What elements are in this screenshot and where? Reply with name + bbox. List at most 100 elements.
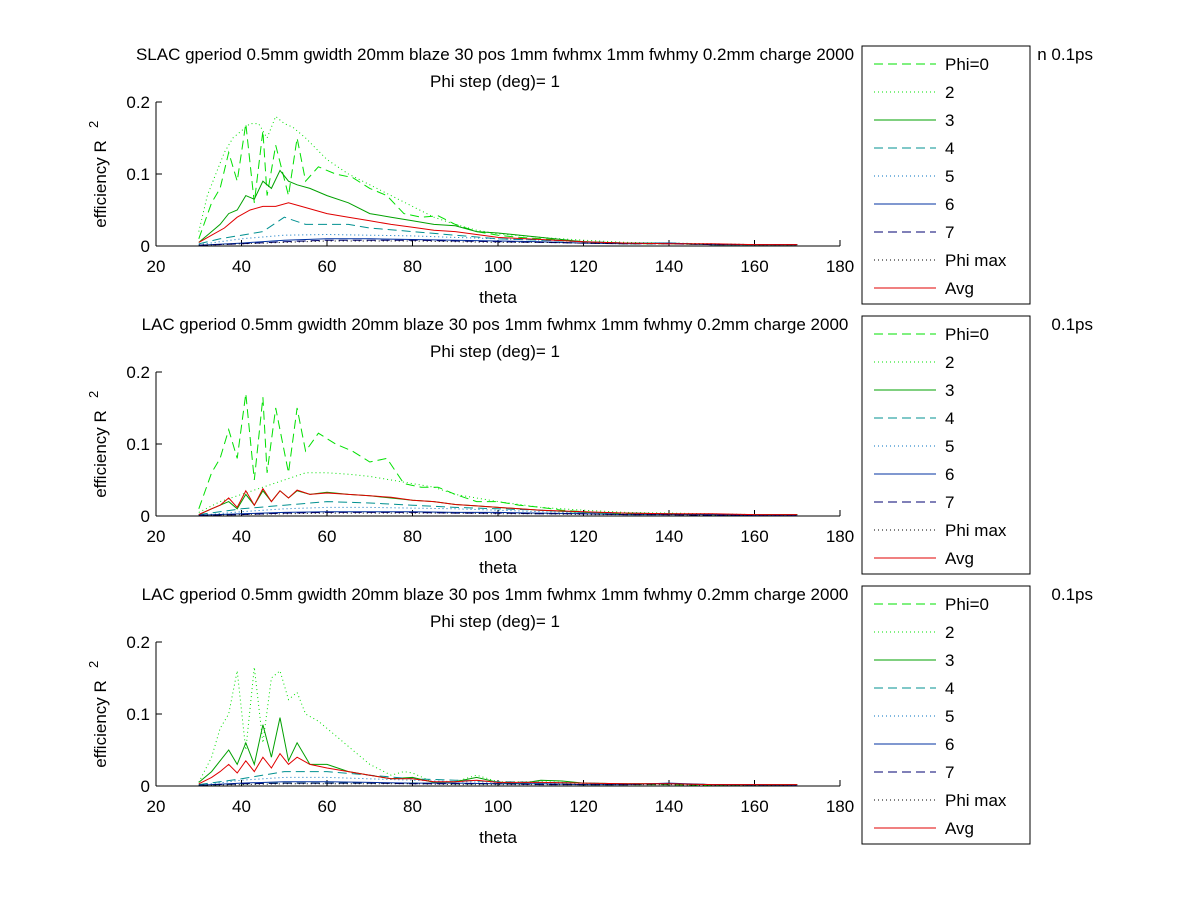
chart-panel-1: 20 40 60 80 100 120 140 160 180 0 0.1 0.2 theta effic…: [86, 45, 1093, 307]
x-tick-label: 20: [147, 797, 166, 816]
legend-label: Phi max: [945, 521, 1007, 540]
x-tick-label: 100: [484, 797, 512, 816]
chart-subtitle: Phi step (deg)= 1: [430, 612, 560, 631]
y-axis-label-group: efficiency R 2: [86, 391, 110, 498]
x-tick-label: 180: [826, 797, 854, 816]
y-axis-label: efficiency R: [91, 140, 110, 228]
series-line-2: [198, 115, 798, 246]
y-axis-label-superscript: 2: [86, 121, 101, 128]
legend-label: 4: [945, 139, 954, 158]
x-tick-label: 40: [232, 797, 251, 816]
legend-label: Phi=0: [945, 55, 989, 74]
chart-title-tail: n 0.1ps: [1037, 45, 1093, 64]
x-tick-label: 140: [655, 797, 683, 816]
legend-label: 7: [945, 223, 954, 242]
legend-label: 4: [945, 679, 954, 698]
y-axis-label: efficiency R: [91, 680, 110, 768]
y-axis-label-group: efficiency R 2: [86, 661, 110, 768]
x-tick-label: 80: [403, 527, 422, 546]
chart-title-tail: 0.1ps: [1051, 585, 1093, 604]
chart-panel-3: 20 40 60 80 100 120 140 160 180 0 0.1 0.2 theta effic…: [86, 585, 1093, 847]
x-tick-label: 60: [318, 527, 337, 546]
legend-label: Phi max: [945, 251, 1007, 270]
legend-label: 3: [945, 111, 954, 130]
x-axis-label: theta: [479, 558, 517, 577]
y-tick-label: 0.2: [126, 93, 150, 112]
chart-panel-2: 20 40 60 80 100 120 140 160 180 0 0.1 0.2 theta effic…: [86, 315, 1093, 577]
legend-label: Phi max: [945, 791, 1007, 810]
legend-label: Avg: [945, 549, 974, 568]
y-tick-label: 0: [141, 237, 150, 256]
legend-label: 5: [945, 437, 954, 456]
series-line-7: [198, 239, 798, 246]
chart-subtitle: Phi step (deg)= 1: [430, 342, 560, 361]
chart-title: SLAC gperiod 0.5mm gwidth 20mm blaze 30 …: [136, 45, 854, 64]
y-tick-label: 0: [141, 507, 150, 526]
legend-label: 3: [945, 651, 954, 670]
x-tick-label: 120: [569, 527, 597, 546]
legend: Phi=0 2 3 4 5 6 7 Phi max Avg: [861, 315, 1031, 575]
legend-label: 2: [945, 623, 954, 642]
y-axis-label: efficiency R: [91, 410, 110, 498]
legend-label: 6: [945, 735, 954, 754]
legend-label: 4: [945, 409, 954, 428]
y-axis-label-group: efficiency R 2: [86, 121, 110, 228]
legend-label: Phi=0: [945, 325, 989, 344]
legend-label: 2: [945, 83, 954, 102]
x-tick-label: 120: [569, 797, 597, 816]
y-axis-label-superscript: 2: [86, 391, 101, 398]
legend-box: [861, 45, 1031, 305]
x-tick-label: 160: [740, 797, 768, 816]
series-line-9: [198, 752, 798, 786]
y-tick-label: 0: [141, 777, 150, 796]
y-tick-label: 0.2: [126, 363, 150, 382]
x-tick-label: 40: [232, 527, 251, 546]
series-line-1: [198, 393, 798, 516]
y-axis-label-superscript: 2: [86, 661, 101, 668]
chart-title-tail: 0.1ps: [1051, 315, 1093, 334]
x-tick-label: 20: [147, 257, 166, 276]
chart-title: LAC gperiod 0.5mm gwidth 20mm blaze 30 p…: [142, 585, 849, 604]
legend-label: 2: [945, 353, 954, 372]
y-tick-label: 0.2: [126, 633, 150, 652]
x-tick-label: 180: [826, 257, 854, 276]
y-tick-label: 0.1: [126, 165, 150, 184]
legend-label: 5: [945, 167, 954, 186]
x-tick-label: 20: [147, 527, 166, 546]
legend-label: 6: [945, 195, 954, 214]
x-axis-label: theta: [479, 828, 517, 847]
legend: Phi=0 2 3 4 5 6 7 Phi max Avg: [861, 45, 1031, 305]
x-tick-label: 40: [232, 257, 251, 276]
legend: Phi=0 2 3 4 5 6 7 Phi max Avg: [861, 585, 1031, 845]
legend-box: [861, 585, 1031, 845]
x-tick-label: 60: [318, 797, 337, 816]
legend-label: Phi=0: [945, 595, 989, 614]
x-tick-label: 80: [403, 257, 422, 276]
x-tick-label: 100: [484, 527, 512, 546]
legend-label: 3: [945, 381, 954, 400]
chart-subtitle: Phi step (deg)= 1: [430, 72, 560, 91]
chart-title: LAC gperiod 0.5mm gwidth 20mm blaze 30 p…: [142, 315, 849, 334]
series-line-5: [198, 233, 798, 246]
legend-label: 7: [945, 763, 954, 782]
x-tick-label: 140: [655, 527, 683, 546]
series-line-5: [198, 776, 798, 786]
legend-label: 5: [945, 707, 954, 726]
x-tick-label: 160: [740, 257, 768, 276]
y-tick-label: 0.1: [126, 435, 150, 454]
x-tick-label: 120: [569, 257, 597, 276]
x-tick-label: 160: [740, 527, 768, 546]
series-line-9: [198, 487, 798, 516]
legend-box: [861, 315, 1031, 575]
x-tick-label: 100: [484, 257, 512, 276]
y-tick-label: 0.1: [126, 705, 150, 724]
x-tick-label: 180: [826, 527, 854, 546]
legend-label: 7: [945, 493, 954, 512]
x-axis-label: theta: [479, 288, 517, 307]
legend-label: Avg: [945, 279, 974, 298]
series-line-4: [198, 771, 798, 786]
legend-label: Avg: [945, 819, 974, 838]
legend-label: 6: [945, 465, 954, 484]
series-line-7: [198, 511, 798, 516]
